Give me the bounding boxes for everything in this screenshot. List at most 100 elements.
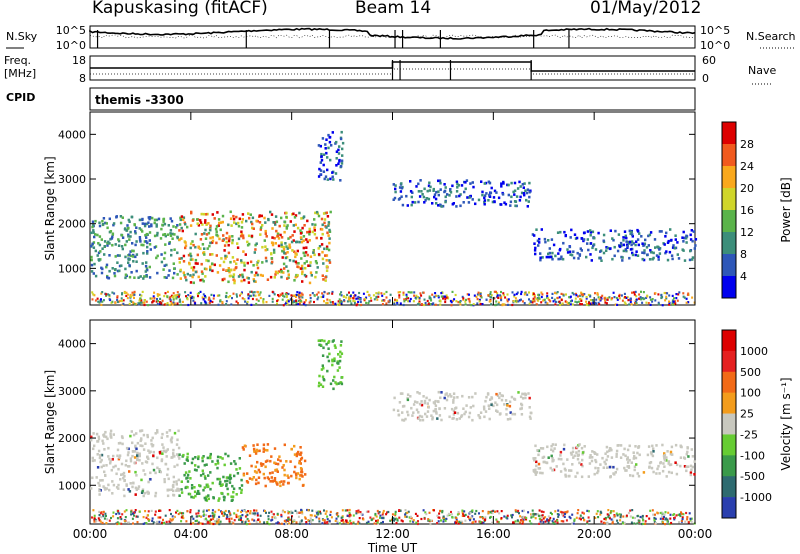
velocity-cell xyxy=(199,474,203,477)
power-cell xyxy=(325,269,329,272)
velocity-cell xyxy=(280,480,283,483)
velocity-cell xyxy=(95,476,98,479)
velocity-clutter xyxy=(123,519,126,522)
power-cell xyxy=(466,196,469,199)
velocity-cell xyxy=(229,462,233,465)
power-cell xyxy=(215,230,218,234)
velocity-clutter xyxy=(521,519,524,522)
velocity-clutter xyxy=(500,510,503,513)
velocity-cell xyxy=(300,451,303,455)
velocity-clutter xyxy=(213,520,216,523)
velocity-cell xyxy=(109,460,112,463)
power-cell xyxy=(120,234,124,237)
power-cell xyxy=(116,261,119,264)
velocity-cell xyxy=(104,474,107,477)
velocity-clutter xyxy=(147,510,150,513)
power-clutter xyxy=(592,300,595,303)
power-cell xyxy=(145,222,149,226)
velocity-clutter xyxy=(198,521,200,524)
power-cell xyxy=(124,243,127,247)
power-clutter xyxy=(359,300,362,303)
power-clutter xyxy=(618,295,621,298)
velocity-cell xyxy=(175,489,178,492)
power-clutter xyxy=(514,297,517,300)
power-clutter xyxy=(489,300,492,303)
power-cell xyxy=(605,249,608,252)
velocity-cell xyxy=(604,462,607,466)
velocity-cell xyxy=(159,470,162,474)
power-cell xyxy=(613,245,616,249)
power-cell xyxy=(240,230,243,234)
power-clutter xyxy=(556,296,559,300)
power-cell xyxy=(437,179,440,183)
power-clutter xyxy=(213,294,215,297)
power-cell xyxy=(658,230,662,233)
velocity-clutter xyxy=(373,522,376,525)
velocity-clutter xyxy=(689,519,692,522)
velocity-cell xyxy=(226,479,229,483)
velocity-clutter xyxy=(437,520,440,523)
velocity-clutter xyxy=(118,512,121,515)
power-cell xyxy=(592,244,595,248)
power-cell xyxy=(599,256,602,260)
power-cell xyxy=(124,255,127,259)
power-clutter xyxy=(575,292,577,295)
power-clutter xyxy=(96,297,99,300)
velocity-cell xyxy=(117,457,121,461)
freq-line xyxy=(90,61,695,72)
velocity-cell xyxy=(650,466,654,470)
power-clutter xyxy=(568,301,571,305)
velocity-cell xyxy=(651,444,654,448)
power-clutter xyxy=(208,301,211,305)
power-clutter xyxy=(415,297,418,300)
power-cell xyxy=(516,187,520,190)
velocity-clutter xyxy=(583,512,585,515)
velocity-cell xyxy=(125,459,128,463)
power-cell xyxy=(106,276,109,279)
power-cell xyxy=(253,274,257,277)
velocity-cell xyxy=(650,452,653,456)
power-cell xyxy=(93,235,96,239)
velocity-clutter xyxy=(291,520,294,523)
velocity-cell xyxy=(100,453,104,457)
power-cell xyxy=(229,210,232,214)
velocity-clutter xyxy=(164,514,167,517)
power-clutter xyxy=(343,295,345,298)
velocity-clutter xyxy=(472,518,475,521)
power-cell xyxy=(273,251,276,254)
power-clutter xyxy=(113,292,116,295)
power-clutter xyxy=(159,301,161,304)
velocity-clutter xyxy=(93,517,96,520)
power-cell xyxy=(507,193,510,197)
power-cell xyxy=(134,255,137,259)
velocity-cell xyxy=(203,475,207,478)
power-clutter xyxy=(626,296,629,299)
power-cell xyxy=(294,255,297,259)
velocity-clutter xyxy=(652,513,655,516)
power-cell xyxy=(98,221,101,225)
velocity-cell xyxy=(242,448,245,451)
power-cell xyxy=(528,181,531,185)
power-cell xyxy=(107,240,110,244)
velocity-cell xyxy=(96,453,99,456)
power-cell xyxy=(602,251,606,255)
power-cell xyxy=(93,262,96,266)
power-clutter xyxy=(197,295,199,298)
power-cell xyxy=(306,230,309,234)
power-cell xyxy=(188,261,191,265)
velocity-cell xyxy=(298,453,301,456)
velocity-cell xyxy=(253,470,257,473)
velocity-clutter xyxy=(482,521,485,525)
velocity-clutter xyxy=(162,518,164,521)
power-clutter xyxy=(433,295,436,298)
velocity-cell xyxy=(226,487,229,491)
power-cell xyxy=(228,270,231,274)
power-cell xyxy=(148,276,152,279)
power-clutter xyxy=(533,294,536,297)
power-clutter xyxy=(161,299,164,302)
velocity-clutter xyxy=(124,516,127,519)
power-cell xyxy=(109,237,112,241)
velocity-cell xyxy=(632,457,635,460)
power-cell xyxy=(143,275,146,278)
velocity-clutter xyxy=(442,517,445,521)
